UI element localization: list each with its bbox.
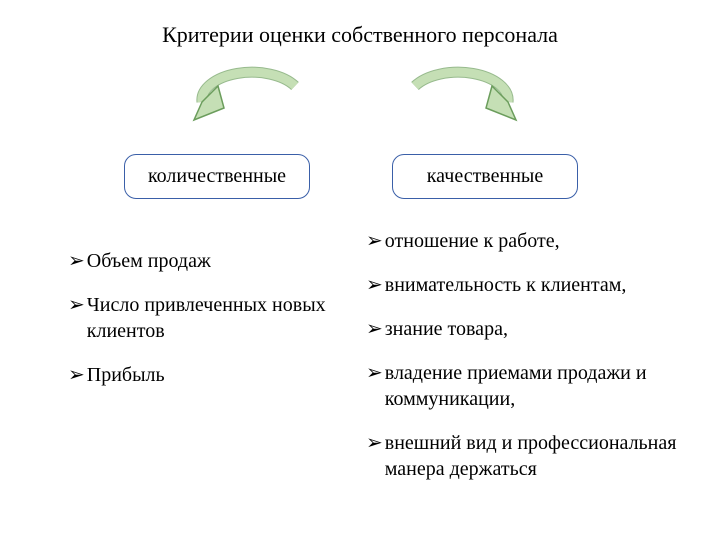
- bullet-icon: ➢: [366, 360, 383, 412]
- list-item-text: внешний вид и профессиональная манера де…: [385, 430, 686, 482]
- bullet-icon: ➢: [366, 430, 383, 482]
- list-item: ➢ знание товара,: [366, 316, 686, 342]
- category-box-qualitative: качественные: [392, 154, 578, 199]
- list-item-text: отношение к работе,: [385, 228, 560, 254]
- list-item-text: Объем продаж: [87, 248, 211, 274]
- list-item-text: внимательность к клиентам,: [385, 272, 627, 298]
- curved-arrow-right-icon: [400, 64, 530, 149]
- curved-arrow-left-icon: [180, 64, 310, 149]
- bullet-icon: ➢: [366, 316, 383, 342]
- list-item: ➢ внимательность к клиентам,: [366, 272, 686, 298]
- list-item: ➢ Объем продаж: [68, 248, 348, 274]
- bullet-icon: ➢: [68, 292, 85, 344]
- list-item-text: знание товара,: [385, 316, 508, 342]
- bullet-icon: ➢: [366, 272, 383, 298]
- box-label: количественные: [148, 165, 286, 187]
- qualitative-list: ➢ отношение к работе, ➢ внимательность к…: [366, 228, 686, 500]
- bullet-icon: ➢: [68, 362, 85, 388]
- list-item: ➢ владение приемами продажи и коммуникац…: [366, 360, 686, 412]
- list-item: ➢ Число привлеченных новых клиентов: [68, 292, 348, 344]
- bullet-icon: ➢: [68, 248, 85, 274]
- box-label: качественные: [427, 165, 543, 187]
- list-item: ➢ Прибыль: [68, 362, 348, 388]
- list-item-text: Прибыль: [87, 362, 165, 388]
- list-item-text: владение приемами продажи и коммуникации…: [385, 360, 686, 412]
- list-item: ➢ отношение к работе,: [366, 228, 686, 254]
- list-item: ➢ внешний вид и профессиональная манера …: [366, 430, 686, 482]
- list-item-text: Число привлеченных новых клиентов: [87, 292, 348, 344]
- bullet-icon: ➢: [366, 228, 383, 254]
- page-title: Критерии оценки собственного персонала: [0, 22, 720, 48]
- category-box-quantitative: количественные: [124, 154, 310, 199]
- quantitative-list: ➢ Объем продаж ➢ Число привлеченных новы…: [68, 248, 348, 406]
